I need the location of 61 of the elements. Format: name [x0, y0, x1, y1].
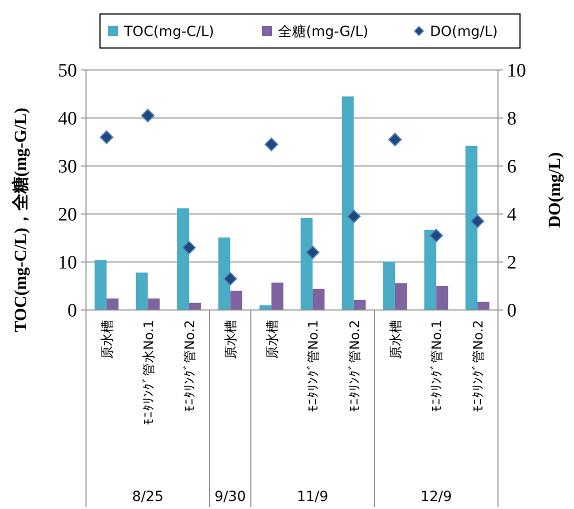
y2-tick-label: 6: [507, 156, 516, 178]
y2-tick-label: 2: [507, 252, 516, 274]
point: [182, 240, 196, 254]
bar: [148, 298, 160, 310]
x-tick-label: ﾓﾆﾀﾘﾝｸﾞ管No.1: [430, 320, 446, 412]
x-tick-label: ﾓﾆﾀﾘﾝｸﾞ管水No.1: [142, 320, 157, 425]
bar: [436, 286, 448, 310]
x-tick-label: ﾓﾆﾀﾘﾝｸﾞ管No.1: [306, 320, 322, 412]
bar: [395, 283, 407, 310]
point: [100, 130, 114, 144]
point: [429, 228, 443, 242]
point: [264, 138, 278, 152]
bar: [189, 302, 201, 310]
point: [141, 108, 155, 122]
bar: [136, 272, 148, 310]
bar: [106, 298, 119, 310]
point: [388, 132, 402, 146]
point: [223, 272, 237, 286]
bar: [177, 208, 189, 310]
x-tick-label: 原水槽: [265, 320, 280, 359]
legend-label: DO(mg/L): [430, 24, 498, 40]
bar: [342, 96, 354, 310]
x-tick-label: 原水槽: [100, 320, 116, 359]
text: 11/9: [296, 489, 328, 505]
bar: [312, 288, 325, 310]
text: 12/9: [420, 489, 452, 505]
y2-tick-label: 4: [507, 204, 517, 226]
bar: [300, 218, 313, 310]
bar: [218, 238, 230, 310]
x-tick-label: ﾓﾆﾀﾘﾝｸﾞ管No.2: [183, 320, 198, 412]
bar: [383, 262, 395, 310]
y-tick-label: 10: [58, 252, 77, 274]
text: 8/25: [132, 489, 164, 505]
x-tick-label: ﾓﾆﾀﾘﾝｸﾞ管No.2: [348, 320, 363, 412]
x-tick-label: 原水槽: [224, 320, 240, 359]
y2-tick-label: 8: [507, 108, 516, 130]
point: [306, 246, 320, 260]
y2-tick-label: 0: [507, 300, 516, 322]
legend-label: TOC(mg-C/L): [123, 24, 214, 40]
bar: [354, 300, 366, 310]
bar: [424, 230, 436, 310]
bar: [230, 290, 242, 310]
y2-axis-title: DO(mg/L): [545, 152, 564, 228]
y-tick-label: 0: [68, 300, 77, 322]
x-tick-label: 原水槽: [389, 320, 404, 359]
point: [470, 214, 484, 228]
bar: [259, 305, 272, 310]
y-tick-label: 50: [58, 60, 77, 82]
bar: [465, 146, 478, 310]
bar: [94, 260, 107, 310]
legend-label: 全糖(mg-G/L): [278, 24, 368, 40]
bar: [477, 302, 490, 310]
y2-tick-label: 10: [507, 60, 526, 82]
text: 9/30: [214, 489, 246, 505]
bar: [271, 282, 284, 310]
y-tick-label: 20: [58, 204, 77, 226]
y-tick-label: 40: [58, 108, 77, 130]
y-axis-title: TOC(mg-C/L)，全糖(mg-G/L): [11, 108, 30, 332]
point: [347, 210, 361, 224]
x-tick-label: ﾓﾆﾀﾘﾝｸﾞ管No.2: [471, 320, 486, 412]
y-tick-label: 30: [58, 156, 77, 178]
